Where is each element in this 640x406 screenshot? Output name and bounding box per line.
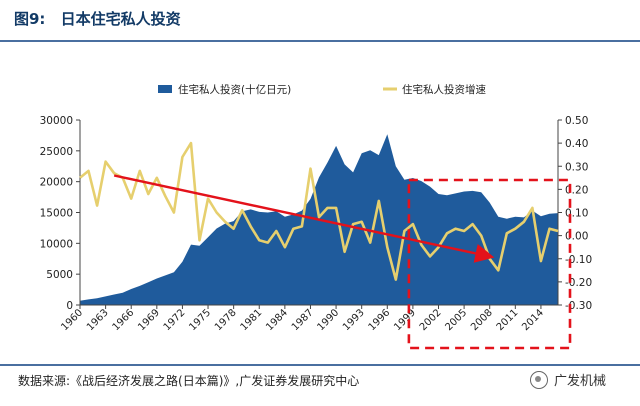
chart: 住宅私人投资(十亿日元) 住宅私人投资增速 0 5000 10000 15000 20000…: [40, 83, 592, 350]
x-tick-label: 2002: [418, 307, 444, 333]
right-tick-label: 0.20: [565, 184, 588, 196]
x-tick-label: 2005: [443, 307, 469, 333]
x-tick-label: 1996: [367, 307, 393, 333]
figure-title: 图9: 日本住宅私人投资: [14, 8, 181, 29]
left-tick-label: 10000: [40, 238, 73, 250]
trend-arrow: [113, 174, 495, 263]
right-tick-label: -0.20: [565, 277, 592, 289]
right-tick-label: 0.10: [565, 208, 588, 220]
right-tick-label: 0.30: [565, 161, 588, 173]
x-tick-label: 1978: [213, 307, 239, 333]
left-tick-label: 5000: [46, 269, 73, 281]
growth-line: [79, 141, 559, 281]
right-tick-label: -0.10: [565, 254, 592, 266]
legend-area-label: 住宅私人投资(十亿日元): [178, 83, 291, 96]
watermark: 广发机械: [530, 370, 606, 389]
x-tick-label: 1984: [264, 307, 290, 333]
x-tick-label: 2008: [469, 307, 495, 333]
figure-title-text: 日本住宅私人投资: [60, 10, 181, 28]
watermark-text: 广发机械: [554, 374, 607, 389]
wechat-icon: [530, 370, 548, 389]
x-tick-label: 1969: [136, 307, 162, 333]
left-tick-label: 30000: [40, 115, 73, 127]
legend-line-label: 住宅私人投资增速: [402, 83, 486, 96]
left-tick-label: 25000: [40, 146, 73, 158]
x-tick-label: 1975: [187, 307, 213, 333]
legend-area-swatch: [158, 85, 172, 93]
x-tick-label: 1963: [85, 307, 111, 333]
x-tick-label: 1990: [315, 307, 341, 333]
right-tick-label: 0.50: [565, 115, 588, 127]
x-tick-label: 1981: [239, 307, 265, 333]
left-tick-label: 15000: [40, 208, 73, 220]
x-tick-label: 1987: [290, 307, 316, 333]
right-tick-label: 0.40: [565, 138, 588, 150]
left-tick-label: 20000: [40, 177, 73, 189]
x-tick-label: 2011: [495, 307, 521, 333]
left-tick-label: 0: [66, 300, 73, 312]
x-tick-label: 2014: [520, 307, 546, 333]
right-tick-label: 0.00: [565, 231, 588, 243]
x-tick-label: 1972: [162, 307, 188, 333]
x-tick-label: 1993: [341, 307, 367, 333]
bottom-rule: [0, 364, 640, 366]
top-rule: [0, 40, 640, 42]
highlight-box: [407, 178, 572, 350]
figure-number: 图9:: [14, 10, 46, 28]
right-tick-label: -0.30: [565, 300, 592, 312]
x-tick-label: 1999: [392, 307, 418, 333]
x-tick-label: 1966: [111, 307, 137, 333]
source-note: 数据来源:《战后经济发展之路(日本篇)》,广发证券发展研究中心: [18, 374, 360, 388]
x-tick-label: 1960: [59, 307, 85, 333]
